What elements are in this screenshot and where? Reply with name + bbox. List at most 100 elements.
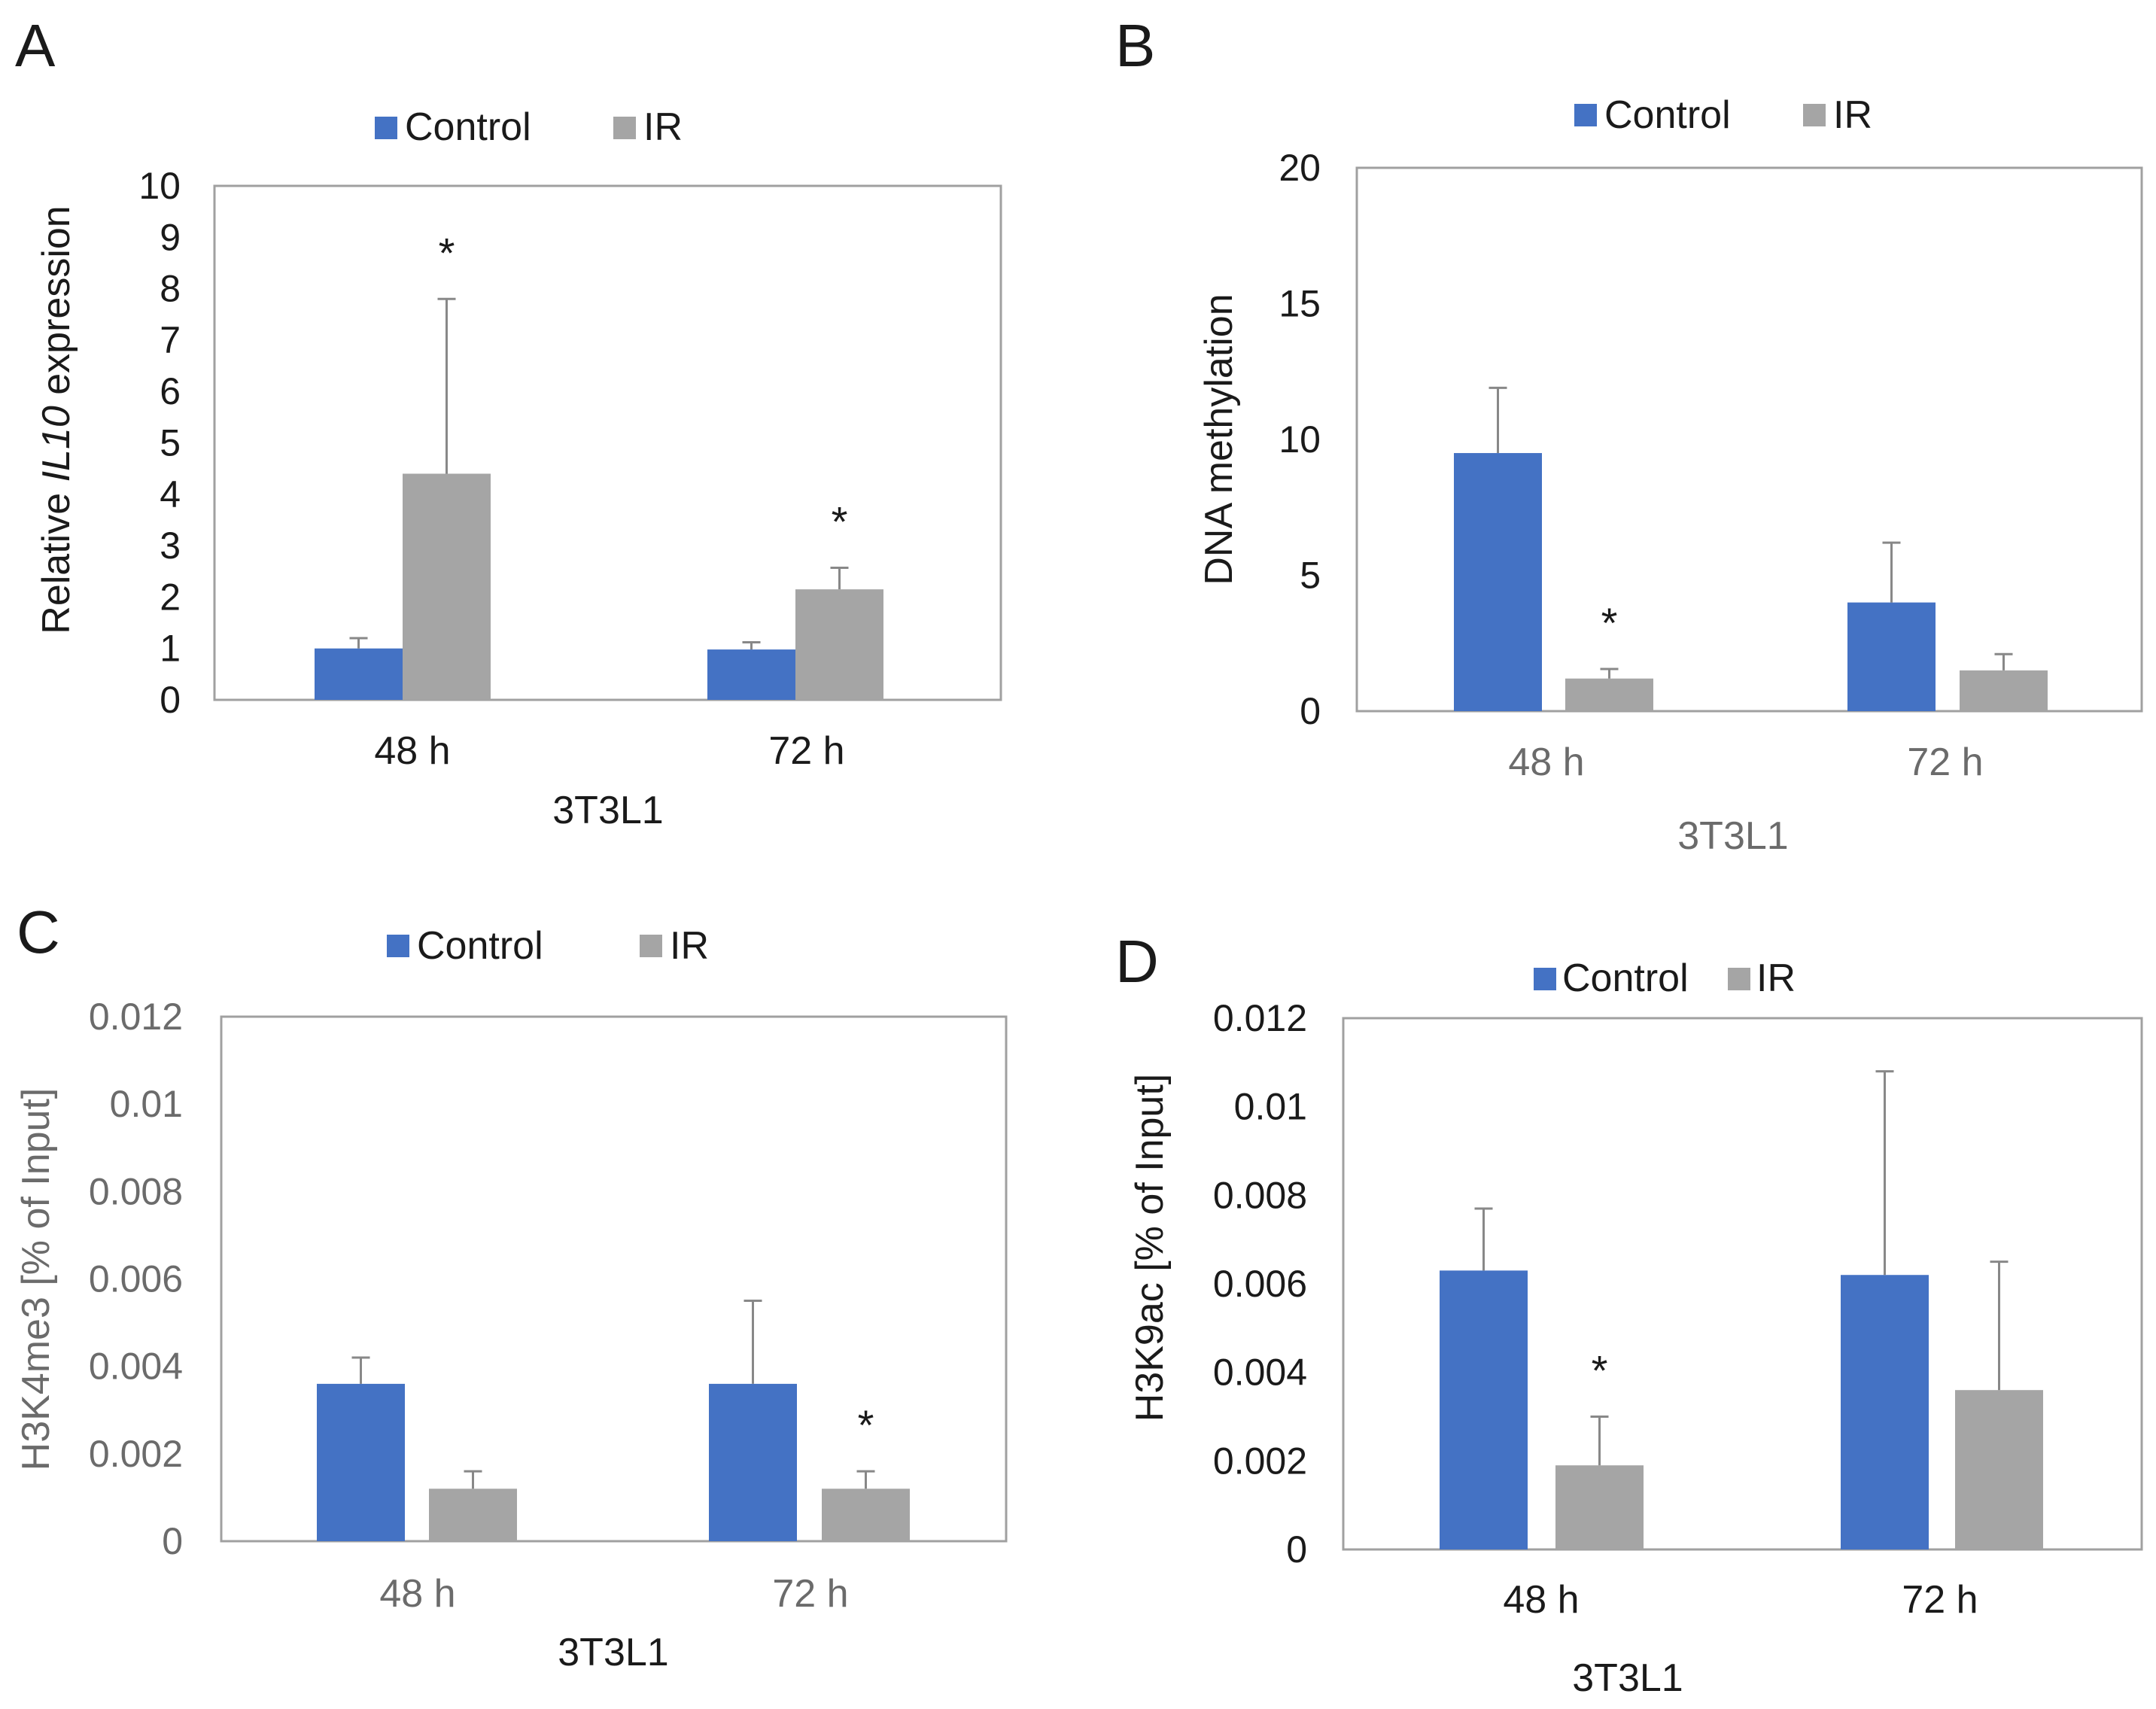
x-tick-label: 48 h xyxy=(379,1572,455,1616)
panel-d: D Control IR 0 0.002 0.004 0.006 0.008 0.01 0.… xyxy=(1115,928,2143,1700)
legend: Control IR xyxy=(1534,956,1796,1000)
y-axis-label: H3K4me3 [% of Input] xyxy=(14,1088,58,1471)
significance-marker: * xyxy=(439,229,455,276)
y-axis-ticks: 0 0.002 0.004 0.006 0.008 0.01 0.012 xyxy=(1213,997,1307,1571)
bars: ** xyxy=(315,229,883,700)
panel-c: C Control IR 0 0.002 0.004 0.006 0.008 0.01 0.… xyxy=(14,899,1008,1674)
x-tick-label: 72 h xyxy=(772,1572,848,1616)
y-tick-label: 2 xyxy=(160,576,181,618)
plot-area xyxy=(1355,166,2143,713)
y-tick-label: 0.01 xyxy=(1234,1086,1307,1128)
x-axis-label: 3T3L1 xyxy=(1572,1656,1683,1700)
legend-swatch-ir xyxy=(1803,104,1826,126)
y-tick-label: 5 xyxy=(1300,555,1321,597)
legend-swatch-control xyxy=(375,117,397,139)
significance-marker: * xyxy=(1592,1347,1608,1394)
bar-control-48h xyxy=(315,648,403,700)
legend-swatch-ir xyxy=(1728,968,1750,990)
significance-marker: * xyxy=(832,497,848,545)
y-tick-label: 10 xyxy=(1279,418,1321,461)
legend-label-control: Control xyxy=(1562,956,1689,1000)
legend-label-ir: IR xyxy=(670,924,709,968)
y-axis-label: DNA methylation xyxy=(1197,293,1241,585)
plot-area xyxy=(213,184,1002,701)
x-tick-label: 72 h xyxy=(1902,1578,1978,1622)
bar-ir-48h xyxy=(403,473,491,700)
legend-label-ir: IR xyxy=(1756,956,1796,1000)
bar-ir-48h xyxy=(429,1489,517,1541)
bar-ir-72h xyxy=(1955,1390,2043,1549)
y-tick-label: 1 xyxy=(160,628,181,670)
x-tick-label: 48 h xyxy=(374,729,450,773)
y-axis-label: H3K9ac [% of Input] xyxy=(1128,1074,1172,1422)
bar-ir-72h xyxy=(1960,670,2048,711)
y-tick-label: 0 xyxy=(1286,1528,1307,1571)
x-axis-ticks: 48 h 72 h xyxy=(1503,1578,1978,1622)
legend: Control IR xyxy=(375,105,683,149)
legend-label-ir: IR xyxy=(1833,93,1872,137)
x-axis-label: 3T3L1 xyxy=(552,789,663,832)
y-tick-label: 0 xyxy=(160,679,181,721)
y-axis-ticks: 0 1 2 3 4 5 6 7 8 9 10 xyxy=(138,165,181,721)
y-axis-label-gene: IL10 xyxy=(35,406,78,482)
y-tick-label: 20 xyxy=(1279,147,1321,189)
y-tick-label: 0 xyxy=(1300,690,1321,732)
legend-swatch-control xyxy=(1574,104,1597,126)
legend-swatch-ir xyxy=(613,117,636,139)
y-tick-label: 8 xyxy=(160,268,181,310)
panel-letter: C xyxy=(17,899,60,965)
y-tick-label: 0.006 xyxy=(89,1258,183,1300)
legend-swatch-control xyxy=(387,935,409,957)
panel-b: B Control IR 0 5 10 15 20 * 48 h 72 h DNA met… xyxy=(1115,12,2143,858)
legend-label-control: Control xyxy=(405,105,531,149)
x-tick-label: 72 h xyxy=(1907,740,1983,784)
y-tick-label: 0.004 xyxy=(89,1346,183,1388)
legend-label-ir: IR xyxy=(643,105,683,149)
legend-swatch-ir xyxy=(640,935,662,957)
x-tick-label: 48 h xyxy=(1503,1578,1579,1622)
y-tick-label: 0.012 xyxy=(89,996,183,1038)
y-tick-label: 15 xyxy=(1279,283,1321,325)
x-axis-label: 3T3L1 xyxy=(558,1631,668,1674)
x-axis-ticks: 48 h 72 h xyxy=(374,729,844,773)
x-tick-label: 72 h xyxy=(768,729,844,773)
bar-control-72h xyxy=(707,649,795,700)
y-tick-label: 10 xyxy=(138,165,181,207)
bar-ir-48h xyxy=(1555,1465,1644,1549)
legend: Control IR xyxy=(387,924,709,968)
y-tick-label: 0.008 xyxy=(1213,1174,1307,1216)
y-axis-ticks: 0 0.002 0.004 0.006 0.008 0.01 0.012 xyxy=(89,996,183,1562)
plot-area xyxy=(220,1015,1008,1543)
bar-control-72h xyxy=(709,1383,797,1541)
bar-ir-48h xyxy=(1565,678,1653,711)
y-axis-label-suffix: expression xyxy=(35,205,78,406)
panel-letter: D xyxy=(1115,928,1159,995)
y-axis-label: Relative IL10 expression xyxy=(35,205,78,634)
y-tick-label: 0.008 xyxy=(89,1170,183,1212)
significance-marker: * xyxy=(858,1401,874,1449)
y-tick-label: 0.004 xyxy=(1213,1352,1307,1394)
bar-control-48h xyxy=(1454,453,1542,711)
legend-label-control: Control xyxy=(417,924,543,968)
y-tick-label: 0.006 xyxy=(1213,1263,1307,1305)
y-tick-label: 4 xyxy=(160,473,181,515)
legend: Control IR xyxy=(1574,93,1872,137)
bar-control-48h xyxy=(317,1383,405,1541)
y-tick-label: 0.002 xyxy=(1213,1440,1307,1482)
bars: * xyxy=(1440,1070,2043,1549)
x-tick-label: 48 h xyxy=(1508,740,1584,784)
y-tick-label: 6 xyxy=(160,370,181,412)
bars: * xyxy=(1454,386,2048,711)
y-tick-label: 0.01 xyxy=(110,1083,183,1125)
y-axis-ticks: 0 5 10 15 20 xyxy=(1279,147,1321,732)
x-axis-ticks: 48 h 72 h xyxy=(379,1572,848,1616)
y-axis-label-prefix: Relative xyxy=(35,482,78,634)
bar-control-48h xyxy=(1440,1270,1528,1549)
x-axis-label: 3T3L1 xyxy=(1677,814,1788,858)
y-tick-label: 3 xyxy=(160,525,181,567)
y-tick-label: 0 xyxy=(162,1520,183,1562)
bar-control-72h xyxy=(1847,602,1936,711)
y-tick-label: 5 xyxy=(160,422,181,464)
